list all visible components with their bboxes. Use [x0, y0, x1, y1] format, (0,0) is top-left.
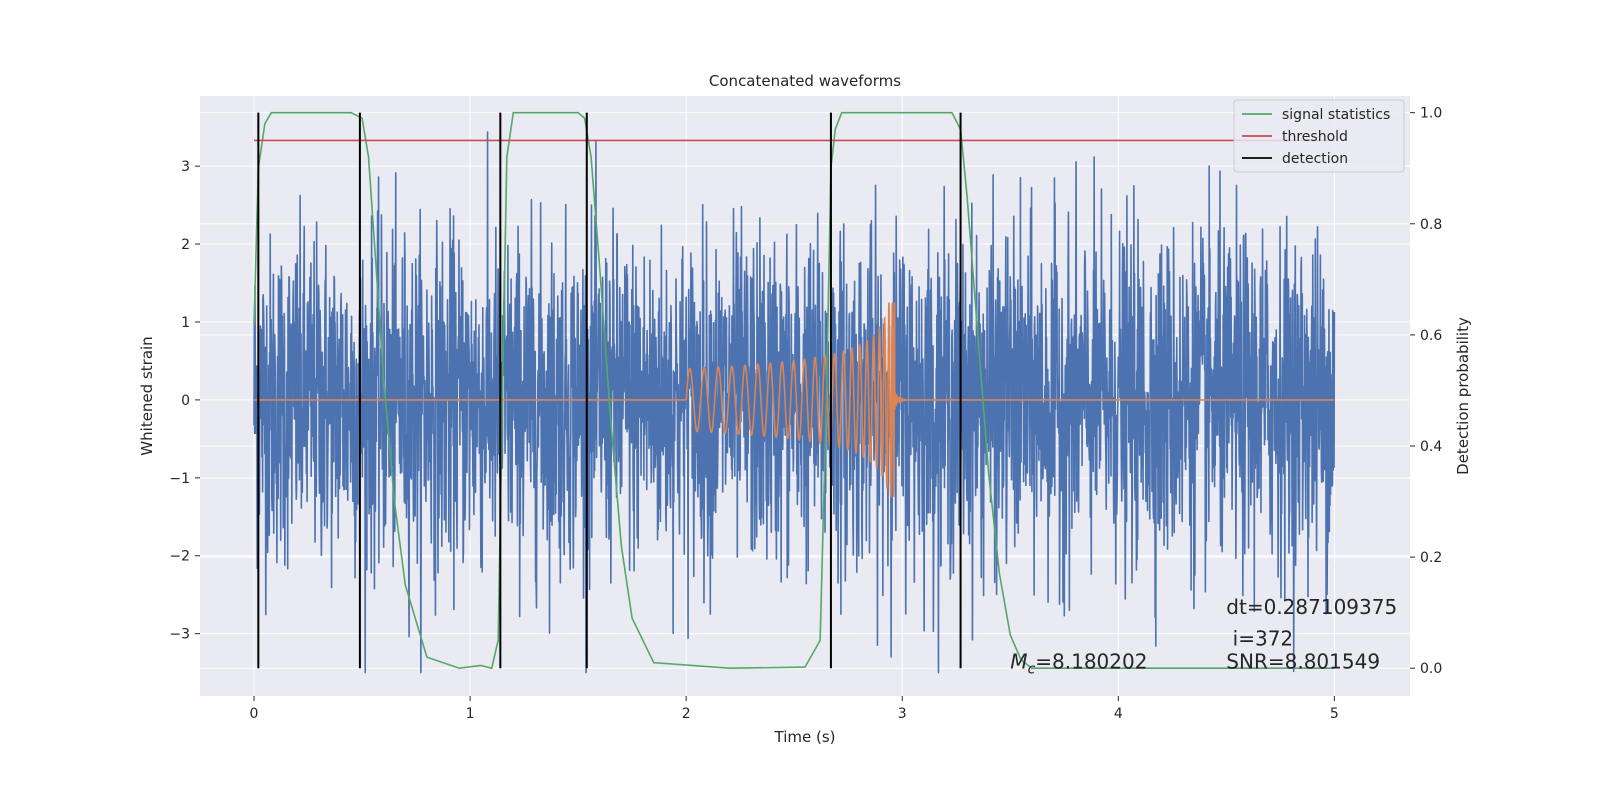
y-axis-right-label: Detection probability: [1454, 317, 1472, 475]
signal-statistics-series: [253, 111, 1335, 670]
annotation-chirp-mass-symbol: M: [1010, 650, 1027, 674]
x-tick-label: 4: [1114, 706, 1123, 722]
x-axis-label: Time (s): [774, 728, 836, 746]
y-right-tick-label: 1.0: [1420, 106, 1442, 122]
legend-label-threshold: threshold: [1282, 129, 1348, 145]
annotation-chirp-mass-subscript: c: [1028, 662, 1036, 678]
annotation-chirp-mass: Mc=8.180202: [1010, 650, 1147, 678]
y-tick-label: 1: [181, 315, 190, 331]
legend-box: [1233, 99, 1405, 173]
waveform-line: [254, 302, 1335, 498]
y-axis-label: Whitened strain: [138, 336, 156, 455]
detection-series: [257, 112, 962, 669]
y-tick-label: −2: [169, 549, 190, 565]
y-tick-label: −3: [169, 627, 190, 643]
legend-label-detection: detection: [1282, 151, 1348, 167]
y-tick-label: −1: [169, 471, 190, 487]
y-right-tick-label: 0.2: [1420, 550, 1442, 566]
annotation-index: i=372: [1226, 626, 1293, 650]
waveform-series: [254, 302, 1335, 498]
axes: 0 1 2 3 4 5 −3 −2 −1 0 1 2 3 0.0 0.2 0.4 0.6 0.8 1.0: [169, 106, 1442, 722]
signal-statistics-line: [253, 111, 1335, 670]
x-tick-label: 1: [466, 706, 475, 722]
legend: signal statistics threshold detection: [1233, 99, 1405, 173]
y-right-tick-label: 0.0: [1420, 661, 1442, 677]
y-right-tick-label: 0.4: [1420, 439, 1442, 455]
y-right-tick-label: 0.6: [1420, 328, 1442, 344]
legend-label-signal-statistics: signal statistics: [1282, 107, 1390, 123]
x-tick-label: 5: [1330, 706, 1339, 722]
y-tick-label: 0: [181, 393, 190, 409]
x-tick-label: 0: [250, 706, 259, 722]
annotation-dt: dt=0.287109375: [1226, 595, 1397, 619]
chart-title: Concatenated waveforms: [709, 72, 901, 90]
x-tick-label: 3: [898, 706, 907, 722]
y-tick-label: 3: [181, 159, 190, 175]
annotation-chirp-mass-value: =8.180202: [1035, 650, 1147, 674]
annotation-snr: SNR=8.801549: [1226, 650, 1380, 674]
y-right-tick-label: 0.8: [1420, 217, 1442, 233]
x-tick-label: 2: [682, 706, 691, 722]
y-tick-label: 2: [181, 237, 190, 253]
